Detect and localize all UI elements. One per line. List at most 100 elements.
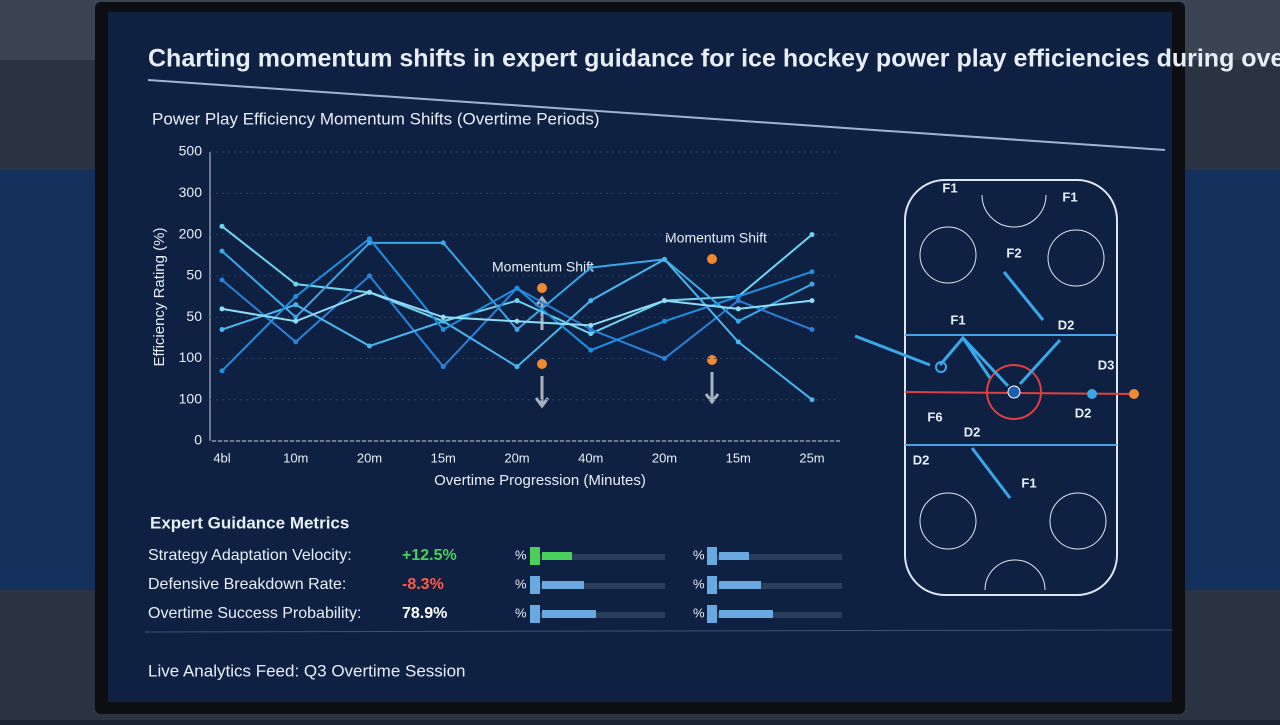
y-tick-label: 0 (194, 432, 202, 448)
y-tick-label: 50 (186, 308, 202, 324)
marker (707, 355, 717, 365)
marker (707, 254, 717, 264)
shift-arrows (534, 295, 720, 409)
x-tick-label: 20m (504, 450, 529, 465)
x-axis-label: Overtime Progression (Minutes) (434, 472, 646, 489)
rink-label: D2 (964, 424, 981, 439)
rink-label: F1 (942, 180, 957, 195)
point (514, 364, 520, 370)
point (662, 355, 667, 361)
point (219, 223, 225, 229)
y-tick-label: 500 (179, 143, 203, 159)
rink-label: F1 (1021, 475, 1036, 490)
point (588, 331, 594, 337)
point (440, 240, 446, 246)
unit-label: % (515, 576, 527, 591)
point (735, 298, 741, 304)
wall-panel (1175, 170, 1280, 590)
unit-label: % (515, 547, 527, 562)
mini-track (530, 554, 665, 560)
point (367, 236, 372, 242)
wall-panel (0, 170, 100, 590)
mini-bar (542, 581, 584, 589)
point (514, 285, 520, 291)
point (588, 298, 594, 304)
mini-track (530, 583, 665, 589)
y-tick-label: 100 (179, 349, 203, 365)
point (440, 364, 446, 370)
mini-bar (530, 605, 540, 623)
point (809, 269, 815, 275)
marker (537, 283, 547, 293)
point (588, 327, 594, 333)
faceoff-circle (1047, 229, 1105, 287)
point (293, 339, 299, 345)
point (735, 318, 741, 324)
metrics-title: Expert Guidance Metrics (150, 513, 349, 532)
metric-value: +12.5% (402, 547, 457, 564)
mini-bar (542, 552, 572, 560)
point (809, 281, 815, 287)
point (367, 273, 372, 279)
mini-bar (530, 547, 540, 565)
point (809, 327, 815, 333)
rink-label: D3 (1098, 357, 1115, 372)
unit-label: % (515, 605, 527, 620)
footer-rule (144, 629, 1173, 633)
marker (1129, 389, 1139, 399)
metric-label: Defensive Breakdown Rate: (148, 576, 346, 593)
annotation: Momentum Shift (665, 230, 767, 246)
rink-label: F1 (1062, 189, 1077, 204)
point (662, 256, 667, 262)
point (293, 281, 299, 287)
x-tick-label: 20m (357, 450, 382, 465)
marker (537, 359, 547, 369)
mini-track (707, 583, 842, 589)
metric-label: Strategy Adaptation Velocity: (148, 547, 352, 564)
page-title: Charting momentum shifts in expert guida… (148, 45, 1280, 73)
point (219, 306, 225, 312)
unit-label: % (693, 576, 705, 591)
faceoff-circle (1049, 492, 1107, 550)
y-axis-label: Efficiency Rating (%) (151, 228, 168, 367)
mini-bar (719, 610, 773, 618)
point (809, 232, 815, 238)
mini-bar (530, 576, 540, 594)
point (367, 343, 372, 349)
point (440, 327, 446, 333)
play-arrows (854, 271, 1062, 499)
point (662, 298, 667, 304)
point (219, 327, 225, 333)
mini-bar (719, 581, 761, 589)
rink-label: F6 (927, 409, 942, 424)
x-tick-label: 25m (799, 450, 824, 465)
unit-label: % (693, 605, 705, 620)
x-tick-label: 10m (283, 450, 308, 465)
x-tick-label: 20m (652, 450, 677, 465)
point (219, 277, 225, 283)
center-circle (986, 364, 1042, 420)
rink: F1 F1 F2 F1 D2 D3 D2 F6 D2 D2 F1 (854, 179, 1139, 596)
point (440, 318, 446, 324)
y-tick-label: 50 (186, 267, 202, 283)
point (514, 318, 520, 324)
title-rule (147, 79, 1166, 151)
mini-track (707, 554, 842, 560)
point (588, 265, 594, 271)
puck (1007, 385, 1021, 399)
point (662, 318, 667, 324)
metric-value: 78.9% (402, 605, 447, 622)
point (293, 314, 299, 320)
crease (981, 194, 1047, 591)
faceoff-circle (919, 492, 977, 550)
x-tick-label: 15m (726, 450, 751, 465)
y-tick-label: 300 (179, 184, 203, 200)
point (514, 298, 520, 304)
point (514, 327, 520, 333)
rink-label: F1 (950, 312, 965, 327)
metric-label: Overtime Success Probability: (148, 605, 361, 622)
point (219, 368, 225, 374)
x-tick-label: 15m (431, 450, 456, 465)
footer: Live Analytics Feed: Q3 Overtime Session (148, 661, 465, 680)
point (440, 314, 446, 320)
